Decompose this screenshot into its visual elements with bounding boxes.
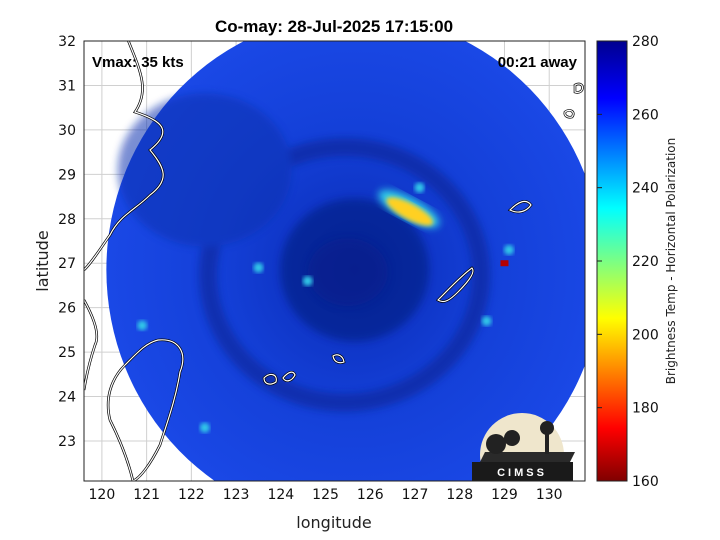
feature-eye — [307, 238, 388, 307]
colorbar-tick-label: 200 — [632, 327, 659, 343]
y-tick-label: 31 — [58, 78, 76, 94]
y-tick-label: 24 — [58, 390, 76, 406]
x-tick-label: 125 — [312, 487, 339, 503]
x-tick-label: 120 — [89, 487, 116, 503]
colorbar-tick-label: 280 — [632, 34, 659, 50]
y-tick-labels: 23 24 25 26 27 28 29 30 31 32 — [58, 34, 76, 450]
vmax-label: Vmax: 35 kts — [92, 54, 184, 71]
feature-hot-pixel — [500, 260, 509, 267]
colorbar-tick-label: 240 — [632, 181, 659, 197]
x-tick-label: 128 — [446, 487, 473, 503]
feature-cell — [503, 244, 514, 255]
x-tick-label: 123 — [223, 487, 250, 503]
x-tick-label: 126 — [357, 487, 384, 503]
x-tick-label: 124 — [267, 487, 294, 503]
band-ring — [199, 138, 491, 412]
colorbar-tick-labels: 160 180 200 220 240 260 280 — [597, 34, 659, 490]
feature-cell — [199, 422, 210, 433]
y-tick-label: 27 — [58, 256, 76, 272]
colorbar-tick-label: 220 — [632, 254, 659, 270]
y-tick-label: 25 — [58, 345, 76, 361]
x-tick-label: 121 — [133, 487, 160, 503]
colorbar-tick-label: 160 — [632, 474, 659, 490]
x-axis-label: longitude — [296, 513, 371, 532]
chart-title: Co-may: 28-Jul-2025 17:15:00 — [215, 17, 453, 36]
feature-cell — [253, 262, 264, 273]
y-tick-label: 29 — [58, 167, 76, 183]
plot-area: CIMSS Vmax: 35 kts 00:21 away — [84, 41, 585, 481]
cimss-logo: CIMSS — [472, 413, 575, 481]
logo-text: CIMSS — [497, 467, 547, 479]
plot-border — [83, 40, 586, 482]
x-tick-label: 127 — [402, 487, 429, 503]
feature-cell — [137, 320, 148, 331]
feature-cell — [481, 316, 492, 326]
y-tick-label: 23 — [58, 434, 76, 450]
feature-cell — [302, 276, 313, 286]
colorbar-label: Brightness Temp - Horizontal Polarizatio… — [664, 138, 678, 385]
y-tick-label: 26 — [58, 301, 76, 317]
y-axis-label: latitude — [33, 230, 52, 291]
time-away-label: 00:21 away — [498, 54, 578, 71]
y-tick-label: 28 — [58, 212, 76, 228]
warm-features — [137, 182, 514, 433]
x-tick-label: 129 — [491, 487, 518, 503]
feature-cell — [414, 182, 425, 193]
x-tick-labels: 120 121 122 123 124 125 126 127 128 129 130 — [89, 487, 563, 503]
band-nw — [117, 93, 292, 247]
feature-warm-band — [386, 197, 433, 226]
colorbar-tick-label: 180 — [632, 401, 659, 417]
y-tick-label: 32 — [58, 34, 76, 50]
colorbar-tick-label: 260 — [632, 107, 659, 123]
x-tick-label: 130 — [536, 487, 563, 503]
y-tick-label: 30 — [58, 123, 76, 139]
x-tick-label: 122 — [178, 487, 205, 503]
